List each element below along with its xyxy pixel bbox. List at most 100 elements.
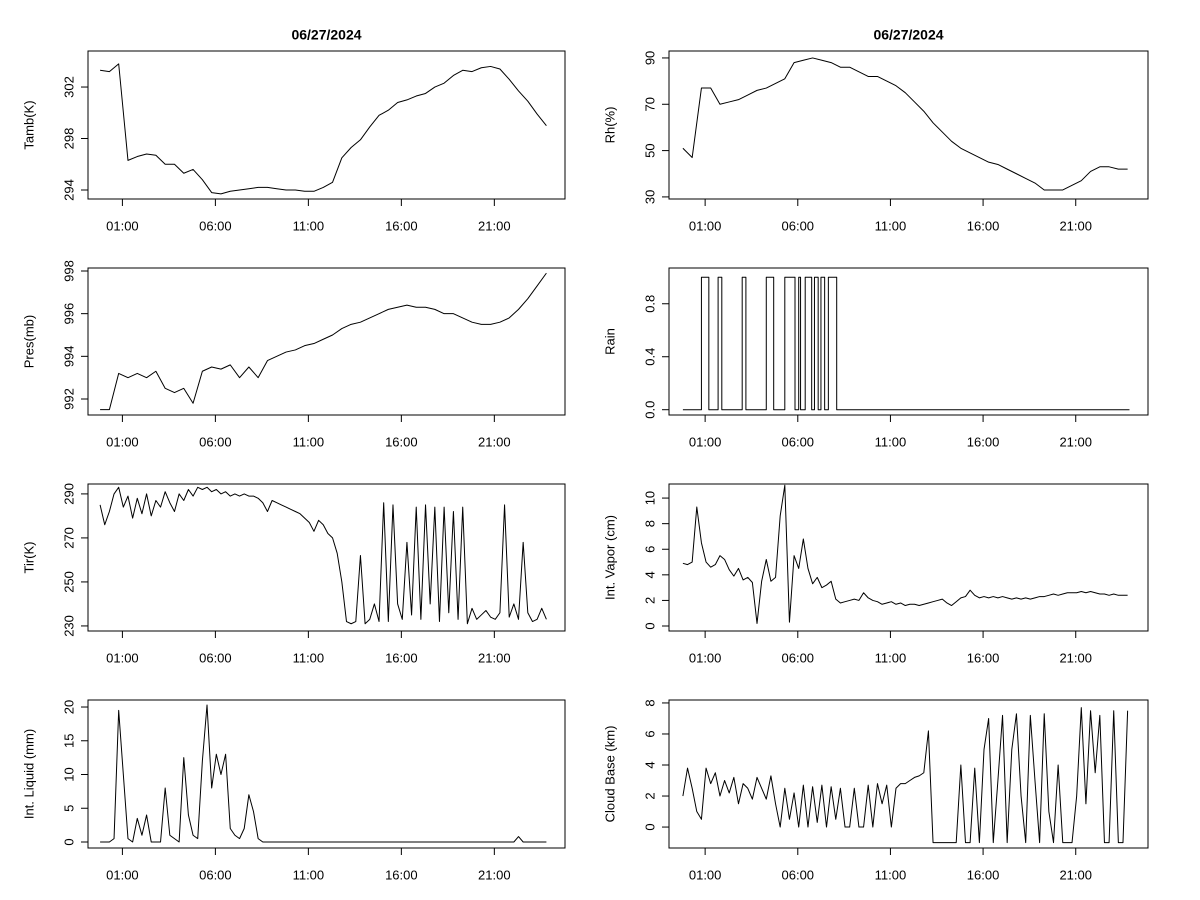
- y-axis-label: Rh(%): [602, 107, 617, 144]
- x-tick-label: 11:00: [293, 650, 325, 665]
- y-axis-label: Pres(mb): [21, 315, 36, 368]
- x-tick-label: 11:00: [293, 434, 325, 449]
- y-tick-label: 4: [642, 571, 657, 578]
- x-tick-label: 01:00: [689, 867, 722, 882]
- plot-box: [668, 267, 1149, 416]
- x-tick-label: 21:00: [1059, 867, 1092, 882]
- x-tick-label: 11:00: [293, 867, 325, 882]
- x-tick-label: 01:00: [106, 650, 139, 665]
- y-tick-label: 0.8: [642, 295, 657, 313]
- x-tick-label: 11:00: [875, 218, 907, 233]
- x-tick-label: 06:00: [199, 867, 232, 882]
- y-tick-label: 10: [61, 767, 76, 781]
- y-tick-label: 0: [61, 838, 76, 845]
- plot-box: [87, 699, 566, 849]
- y-tick-label: 10: [642, 491, 657, 505]
- y-tick-label: 992: [61, 388, 76, 410]
- y-tick-label: 998: [61, 260, 76, 282]
- y-tick-label: 994: [61, 345, 76, 367]
- y-tick-label: 5: [61, 805, 76, 812]
- x-tick-label: 01:00: [106, 434, 139, 449]
- x-tick-label: 21:00: [478, 867, 511, 882]
- x-tick-label: 21:00: [1059, 434, 1092, 449]
- plot-box: [668, 483, 1149, 632]
- y-axis-label: Cloud Base (km): [602, 726, 617, 823]
- x-tick-label: 06:00: [782, 650, 815, 665]
- data-line: [682, 484, 1128, 624]
- y-axis-label: Int. Liquid (mm): [21, 729, 36, 819]
- x-tick-label: 21:00: [478, 650, 511, 665]
- y-tick-label: 70: [642, 97, 657, 111]
- y-tick-label: 30: [642, 190, 657, 204]
- y-tick-label: 6: [642, 730, 657, 737]
- y-tick-label: 50: [642, 143, 657, 157]
- x-tick-label: 01:00: [689, 434, 722, 449]
- y-tick-label: 15: [61, 734, 76, 748]
- plot-box: [87, 50, 566, 200]
- y-tick-label: 2: [642, 597, 657, 604]
- y-tick-label: 302: [61, 76, 76, 98]
- y-tick-label: 290: [61, 483, 76, 505]
- x-tick-label: 21:00: [1059, 218, 1092, 233]
- y-axis-label: Rain: [602, 328, 617, 355]
- y-tick-label: 2: [642, 792, 657, 799]
- y-axis-label: Tir(K): [21, 541, 36, 573]
- y-axis-label: Int. Vapor (cm): [602, 515, 617, 600]
- y-tick-label: 298: [61, 128, 76, 150]
- data-line: [682, 276, 1130, 411]
- y-tick-label: 270: [61, 527, 76, 549]
- data-line: [682, 57, 1128, 191]
- plot-box: [668, 50, 1149, 200]
- x-tick-label: 06:00: [199, 650, 232, 665]
- chart-title: 06/27/2024: [873, 27, 943, 43]
- data-line: [100, 63, 547, 195]
- plot-box: [87, 267, 566, 416]
- x-tick-label: 06:00: [782, 218, 815, 233]
- data-line: [99, 486, 547, 625]
- x-tick-label: 01:00: [689, 650, 722, 665]
- y-tick-label: 4: [642, 761, 657, 768]
- x-tick-label: 16:00: [967, 650, 1000, 665]
- x-tick-label: 16:00: [385, 218, 418, 233]
- x-tick-label: 16:00: [967, 218, 1000, 233]
- y-tick-label: 996: [61, 303, 76, 325]
- y-tick-label: 294: [61, 179, 76, 201]
- x-tick-label: 06:00: [199, 218, 232, 233]
- y-tick-label: 8: [642, 520, 657, 527]
- x-tick-label: 16:00: [967, 867, 1000, 882]
- x-tick-label: 21:00: [1059, 650, 1092, 665]
- y-axis-label: Tamb(K): [21, 100, 36, 149]
- x-tick-label: 01:00: [689, 218, 722, 233]
- x-tick-label: 16:00: [967, 434, 1000, 449]
- y-tick-label: 20: [61, 700, 76, 714]
- data-line: [682, 707, 1129, 844]
- data-line: [100, 704, 547, 843]
- x-tick-label: 01:00: [106, 867, 139, 882]
- x-tick-label: 11:00: [875, 867, 907, 882]
- y-tick-label: 0: [642, 622, 657, 629]
- y-tick-label: 90: [642, 51, 657, 65]
- x-tick-label: 16:00: [385, 650, 418, 665]
- x-tick-label: 06:00: [199, 434, 232, 449]
- y-tick-label: 8: [642, 699, 657, 706]
- x-tick-label: 11:00: [875, 650, 907, 665]
- x-tick-label: 06:00: [782, 434, 815, 449]
- x-tick-label: 11:00: [293, 218, 325, 233]
- y-tick-label: 0.4: [642, 348, 657, 366]
- data-line: [100, 272, 547, 411]
- y-tick-label: 6: [642, 546, 657, 553]
- y-tick-label: 0: [642, 823, 657, 830]
- chart-title: 06/27/2024: [291, 27, 361, 43]
- x-tick-label: 06:00: [782, 867, 815, 882]
- y-tick-label: 230: [61, 615, 76, 637]
- x-tick-label: 21:00: [478, 434, 511, 449]
- x-tick-label: 01:00: [106, 218, 139, 233]
- x-tick-label: 16:00: [385, 867, 418, 882]
- x-tick-label: 11:00: [875, 434, 907, 449]
- y-tick-label: 250: [61, 571, 76, 593]
- x-tick-label: 16:00: [385, 434, 418, 449]
- x-tick-label: 21:00: [478, 218, 511, 233]
- y-tick-label: 0.0: [642, 401, 657, 419]
- plot-box: [668, 699, 1149, 849]
